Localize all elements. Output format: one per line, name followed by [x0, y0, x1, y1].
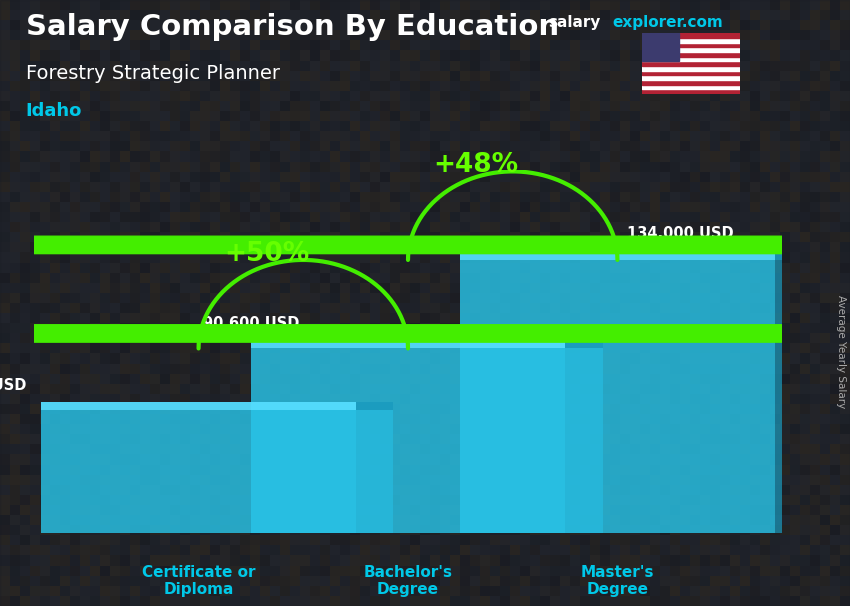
Text: Master's
Degree: Master's Degree: [581, 565, 654, 598]
Bar: [642, 85, 740, 89]
Bar: [461, 260, 774, 533]
Text: Idaho: Idaho: [26, 102, 82, 120]
Bar: [642, 42, 740, 47]
Text: Salary Comparison By Education: Salary Comparison By Education: [26, 13, 558, 41]
Text: explorer.com: explorer.com: [612, 15, 722, 30]
Bar: [355, 410, 394, 533]
Text: 134,000 USD: 134,000 USD: [627, 226, 734, 241]
Polygon shape: [0, 325, 850, 342]
Bar: [42, 410, 355, 533]
Text: 60,300 USD: 60,300 USD: [0, 378, 27, 393]
Text: +50%: +50%: [224, 241, 309, 267]
Text: 90,600 USD: 90,600 USD: [203, 316, 299, 331]
Text: Average Yearly Salary: Average Yearly Salary: [836, 295, 846, 408]
Bar: [642, 80, 740, 85]
Bar: [565, 341, 603, 348]
Bar: [355, 402, 394, 410]
Bar: [642, 47, 740, 52]
Polygon shape: [0, 236, 850, 254]
Bar: [251, 348, 565, 533]
Bar: [642, 89, 740, 94]
Bar: [642, 71, 740, 75]
Bar: [461, 252, 774, 260]
Bar: [642, 33, 679, 61]
Bar: [642, 38, 740, 42]
Bar: [251, 341, 565, 348]
Bar: [774, 252, 813, 260]
Text: salary: salary: [548, 15, 601, 30]
Text: Certificate or
Diploma: Certificate or Diploma: [142, 565, 255, 598]
Bar: [642, 75, 740, 80]
Bar: [642, 66, 740, 71]
Bar: [642, 61, 740, 66]
Bar: [642, 52, 740, 56]
Bar: [42, 402, 355, 410]
Text: +48%: +48%: [434, 152, 518, 178]
Bar: [774, 260, 813, 533]
Bar: [642, 56, 740, 61]
Bar: [642, 33, 740, 38]
Text: Forestry Strategic Planner: Forestry Strategic Planner: [26, 64, 280, 82]
Bar: [565, 348, 603, 533]
Text: Bachelor's
Degree: Bachelor's Degree: [364, 565, 452, 598]
